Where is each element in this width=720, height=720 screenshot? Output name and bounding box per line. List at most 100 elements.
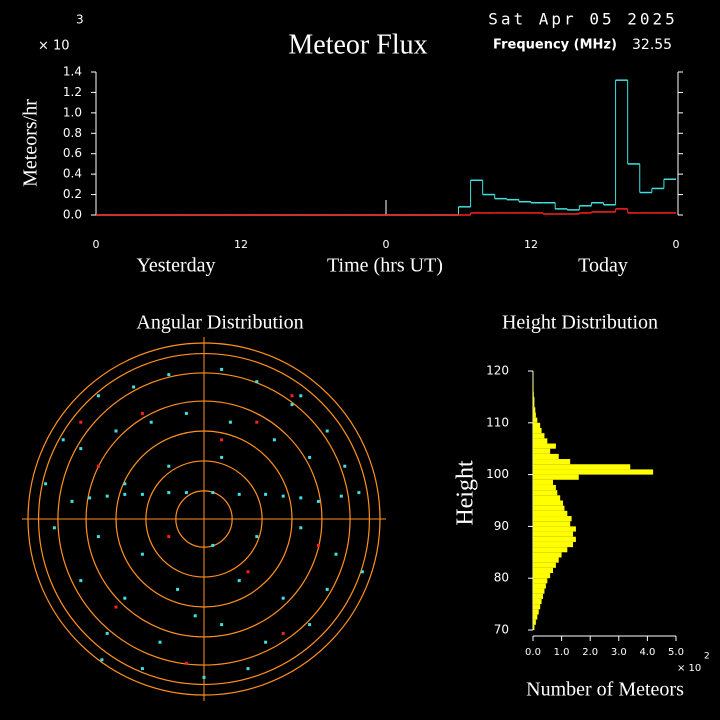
x-axis-label: Time (hrs UT) <box>327 255 443 277</box>
point <box>237 492 241 496</box>
y-tick-label: 0.0 <box>63 208 82 222</box>
point <box>123 492 127 496</box>
ring <box>115 430 293 608</box>
point <box>316 499 320 503</box>
frequency-label: Frequency (MHz) <box>493 38 617 53</box>
point <box>167 464 171 468</box>
point <box>272 438 276 442</box>
x-tick-label: 0 <box>673 238 680 251</box>
bar <box>533 562 556 568</box>
bar <box>533 593 544 599</box>
point <box>255 535 259 539</box>
annotation: Today <box>578 255 628 277</box>
point <box>96 394 100 398</box>
bar <box>533 567 554 574</box>
bar <box>533 521 571 527</box>
point <box>140 411 144 415</box>
annotation: Yesterday <box>136 255 215 277</box>
point <box>70 499 74 503</box>
point <box>211 491 215 495</box>
point <box>61 438 65 442</box>
point <box>357 491 361 495</box>
point <box>96 464 100 468</box>
bar <box>533 598 542 605</box>
point <box>360 570 364 574</box>
ring <box>175 490 233 548</box>
x-tick-label: 1.0 <box>554 647 570 658</box>
bar <box>533 448 551 454</box>
point <box>52 526 56 530</box>
point <box>140 667 144 671</box>
bar <box>533 500 564 506</box>
point <box>264 492 268 496</box>
point <box>167 535 171 539</box>
point <box>308 455 312 459</box>
point <box>211 543 215 547</box>
y-tick-label: 120 <box>486 364 509 378</box>
ring <box>37 352 371 686</box>
point <box>176 587 180 591</box>
point <box>255 380 259 384</box>
bar <box>533 412 536 418</box>
bar <box>533 417 538 423</box>
bar <box>533 422 541 428</box>
point <box>281 596 285 600</box>
point <box>246 667 250 671</box>
y-tick-label: 100 <box>486 467 509 481</box>
y-axis-label: Meteors/hr <box>20 99 42 187</box>
point <box>228 420 232 424</box>
x-multiplier: × 10 <box>677 663 701 674</box>
point <box>299 496 303 500</box>
bar <box>533 552 562 558</box>
bar <box>533 604 541 610</box>
point <box>140 552 144 556</box>
x-tick-label: 5.0 <box>668 647 684 658</box>
bar <box>533 407 536 413</box>
bar <box>533 464 631 470</box>
bar <box>533 453 559 460</box>
point <box>299 394 303 398</box>
y-tick-label: 1.4 <box>63 65 82 79</box>
x-tick-label: 0 <box>93 238 100 251</box>
bar <box>533 386 534 392</box>
point <box>105 631 109 635</box>
point <box>220 438 224 442</box>
point <box>44 482 48 486</box>
y-tick-label: 0.8 <box>63 126 82 140</box>
bar <box>533 531 574 537</box>
point <box>184 491 188 495</box>
bar <box>533 469 654 475</box>
chart-title: Angular Distribution <box>136 312 303 334</box>
bar <box>533 433 545 439</box>
point <box>290 403 294 407</box>
y-tick-label: 0.2 <box>63 187 82 201</box>
bar <box>533 526 576 532</box>
bar <box>533 573 551 579</box>
y-multiplier: × 10 <box>38 39 70 54</box>
point <box>167 491 171 495</box>
y-axis-label: Height <box>453 460 479 526</box>
point <box>114 429 118 433</box>
point <box>79 447 83 451</box>
bar <box>533 438 548 444</box>
point <box>237 579 241 583</box>
point <box>88 496 92 500</box>
chart-title: Meteor Flux <box>288 29 427 60</box>
point <box>339 494 343 498</box>
y-tick-label: 70 <box>494 623 509 637</box>
x-tick-label: 12 <box>524 238 538 251</box>
chart-title: Height Distribution <box>502 312 658 334</box>
point <box>255 420 259 424</box>
bar <box>533 459 571 465</box>
bar <box>533 583 546 589</box>
bar <box>533 484 556 491</box>
point <box>79 420 83 424</box>
point <box>149 420 153 424</box>
date: Sat Apr 05 2025 <box>488 10 678 29</box>
point <box>105 494 109 498</box>
point <box>202 675 206 679</box>
point <box>325 429 329 433</box>
x-tick-label: 3.0 <box>611 647 627 658</box>
bar <box>533 381 534 387</box>
